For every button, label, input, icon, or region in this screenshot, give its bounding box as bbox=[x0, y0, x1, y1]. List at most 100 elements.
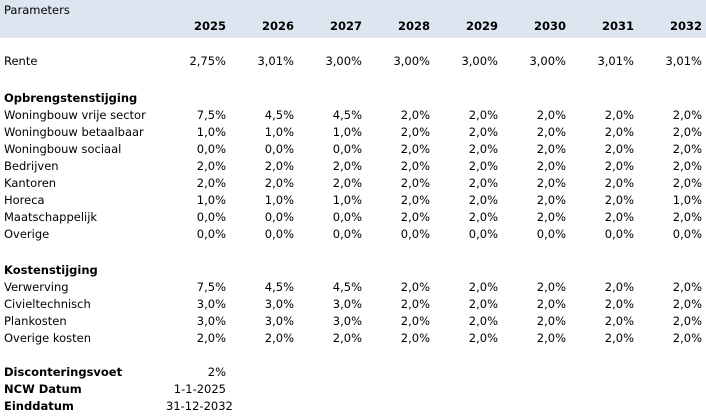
opbrengsten-cell: 2,0% bbox=[400, 210, 430, 224]
opbrengsten-cell: 1,0% bbox=[332, 193, 362, 207]
kosten-row-label: Overige kosten bbox=[4, 331, 92, 345]
opbrengsten-cell: 2,0% bbox=[604, 193, 634, 207]
kosten-cell: 3,0% bbox=[196, 297, 226, 311]
kosten-cell: 2,0% bbox=[604, 297, 634, 311]
opbrengsten-cell: 2,0% bbox=[400, 142, 430, 156]
opbrengsten-row: Bedrijven 2,0% 2,0% 2,0% 2,0% 2,0% 2,0% 2,0% 2,0… bbox=[0, 158, 706, 175]
opbrengsten-cell: 7,5% bbox=[196, 108, 226, 122]
kosten-cell: 3,0% bbox=[196, 314, 226, 328]
kosten-cell: 2,0% bbox=[196, 331, 226, 345]
kosten-cell: 2,0% bbox=[264, 331, 294, 345]
einddatum-row: Einddatum 31-12-2032 bbox=[0, 398, 706, 415]
opbrengsten-cell: 0,0% bbox=[400, 227, 430, 241]
opbrengsten-cell: 2,0% bbox=[672, 142, 702, 156]
opbrengsten-cell: 2,0% bbox=[400, 176, 430, 190]
opbrengsten-cell: 0,0% bbox=[196, 142, 226, 156]
opbrengsten-cell: 2,0% bbox=[672, 159, 702, 173]
opbrengsten-cell: 4,5% bbox=[264, 108, 294, 122]
year-header: 2030 bbox=[533, 19, 566, 33]
rente-cell: 3,00% bbox=[529, 54, 566, 68]
sheet-title: Parameters bbox=[4, 3, 70, 17]
opbrengsten-cell: 2,0% bbox=[536, 125, 566, 139]
opbrengsten-cell: 0,0% bbox=[264, 227, 294, 241]
opbrengsten-cell: 2,0% bbox=[400, 125, 430, 139]
kosten-row: Civieltechnisch 3,0% 3,0% 3,0% 2,0% 2,0% 2,0% 2… bbox=[0, 296, 706, 313]
kosten-cell: 3,0% bbox=[264, 297, 294, 311]
opbrengsten-cell: 1,0% bbox=[264, 125, 294, 139]
opbrengsten-cell: 2,0% bbox=[468, 159, 498, 173]
opbrengsten-cell: 2,0% bbox=[536, 108, 566, 122]
einddatum-label: Einddatum bbox=[4, 399, 74, 413]
opbrengsten-cell: 2,0% bbox=[400, 159, 430, 173]
opbrengsten-cell: 1,0% bbox=[196, 125, 226, 139]
kosten-cell: 2,0% bbox=[332, 331, 362, 345]
kosten-cell: 2,0% bbox=[672, 331, 702, 345]
opbrengsten-cell: 2,0% bbox=[196, 159, 226, 173]
ncw-datum-label: NCW Datum bbox=[4, 382, 82, 396]
opbrengsten-row-label: Kantoren bbox=[4, 176, 57, 190]
ncw-datum-row: NCW Datum 1-1-2025 bbox=[0, 381, 706, 398]
disconteringsvoet-value: 2% bbox=[207, 365, 226, 379]
opbrengsten-cell: 0,0% bbox=[196, 227, 226, 241]
opbrengsten-row-label: Overige bbox=[4, 227, 50, 241]
kosten-cell: 2,0% bbox=[604, 280, 634, 294]
rente-cell: 3,00% bbox=[325, 54, 362, 68]
rente-cell: 3,01% bbox=[257, 54, 294, 68]
kosten-cell: 2,0% bbox=[468, 331, 498, 345]
kosten-row-label: Civieltechnisch bbox=[4, 297, 91, 311]
opbrengsten-heading-row: Opbrengstenstijging bbox=[0, 90, 706, 107]
opbrengsten-cell: 2,0% bbox=[400, 108, 430, 122]
rente-row: Rente 2,75% 3,01% 3,00% 3,00% 3,00% 3,00… bbox=[0, 53, 706, 70]
disconteringsvoet-label: Disconteringsvoet bbox=[4, 365, 123, 379]
opbrengsten-row-label: Bedrijven bbox=[4, 159, 59, 173]
opbrengsten-cell: 0,0% bbox=[196, 210, 226, 224]
opbrengsten-row-label: Horeca bbox=[4, 193, 45, 207]
kosten-cell: 2,0% bbox=[672, 280, 702, 294]
opbrengsten-cell: 2,0% bbox=[536, 159, 566, 173]
opbrengsten-cell: 1,0% bbox=[264, 193, 294, 207]
opbrengsten-cell: 2,0% bbox=[468, 125, 498, 139]
opbrengsten-cell: 2,0% bbox=[536, 176, 566, 190]
kosten-cell: 3,0% bbox=[332, 297, 362, 311]
kosten-cell: 2,0% bbox=[604, 314, 634, 328]
kosten-row: Overige kosten 2,0% 2,0% 2,0% 2,0% 2,0% 2,0% 2,… bbox=[0, 330, 706, 347]
opbrengsten-cell: 2,0% bbox=[468, 142, 498, 156]
opbrengsten-cell: 2,0% bbox=[672, 125, 702, 139]
opbrengsten-cell: 2,0% bbox=[604, 159, 634, 173]
opbrengsten-cell: 4,5% bbox=[332, 108, 362, 122]
opbrengsten-cell: 2,0% bbox=[196, 176, 226, 190]
opbrengsten-cell: 2,0% bbox=[604, 176, 634, 190]
opbrengsten-heading: Opbrengstenstijging bbox=[4, 91, 138, 105]
kosten-cell: 4,5% bbox=[264, 280, 294, 294]
kosten-row: Plankosten 3,0% 3,0% 3,0% 2,0% 2,0% 2,0% 2,0% 2,… bbox=[0, 313, 706, 330]
kosten-cell: 2,0% bbox=[400, 314, 430, 328]
opbrengsten-row-label: Woningbouw vrije sector bbox=[4, 108, 146, 122]
year-header: 2025 bbox=[193, 19, 226, 33]
opbrengsten-cell: 2,0% bbox=[468, 193, 498, 207]
opbrengsten-cell: 2,0% bbox=[264, 176, 294, 190]
opbrengsten-row: Woningbouw sociaal 0,0% 0,0% 0,0% 2,0% 2,0% 2,… bbox=[0, 141, 706, 158]
year-header-row: 2025 2026 2027 2028 2029 2030 2031 2032 bbox=[0, 18, 706, 35]
kosten-cell: 2,0% bbox=[536, 280, 566, 294]
opbrengsten-cell: 0,0% bbox=[332, 210, 362, 224]
opbrengsten-cell: 2,0% bbox=[672, 176, 702, 190]
opbrengsten-row: Woningbouw vrije sector 7,5% 4,5% 4,5% 2,0% 2… bbox=[0, 107, 706, 124]
opbrengsten-cell: 1,0% bbox=[196, 193, 226, 207]
kosten-cell: 2,0% bbox=[468, 280, 498, 294]
opbrengsten-row: Kantoren 2,0% 2,0% 2,0% 2,0% 2,0% 2,0% 2,0% 2,0% bbox=[0, 175, 706, 192]
kosten-cell: 2,0% bbox=[536, 331, 566, 345]
opbrengsten-row: Horeca 1,0% 1,0% 1,0% 2,0% 2,0% 2,0% 2,0% 1,0% bbox=[0, 192, 706, 209]
kosten-cell: 2,0% bbox=[604, 331, 634, 345]
opbrengsten-row-label: Woningbouw sociaal bbox=[4, 142, 122, 156]
kosten-cell: 2,0% bbox=[536, 297, 566, 311]
kosten-row-label: Verwerving bbox=[4, 280, 69, 294]
rente-cell: 3,01% bbox=[665, 54, 702, 68]
opbrengsten-cell: 1,0% bbox=[332, 125, 362, 139]
ncw-datum-value: 1-1-2025 bbox=[173, 382, 226, 396]
opbrengsten-cell: 2,0% bbox=[468, 176, 498, 190]
opbrengsten-cell: 0,0% bbox=[468, 227, 498, 241]
opbrengsten-row: Overige 0,0% 0,0% 0,0% 0,0% 0,0% 0,0% 0,0% 0,0% bbox=[0, 226, 706, 243]
rente-cell: 3,00% bbox=[461, 54, 498, 68]
kosten-cell: 2,0% bbox=[400, 280, 430, 294]
